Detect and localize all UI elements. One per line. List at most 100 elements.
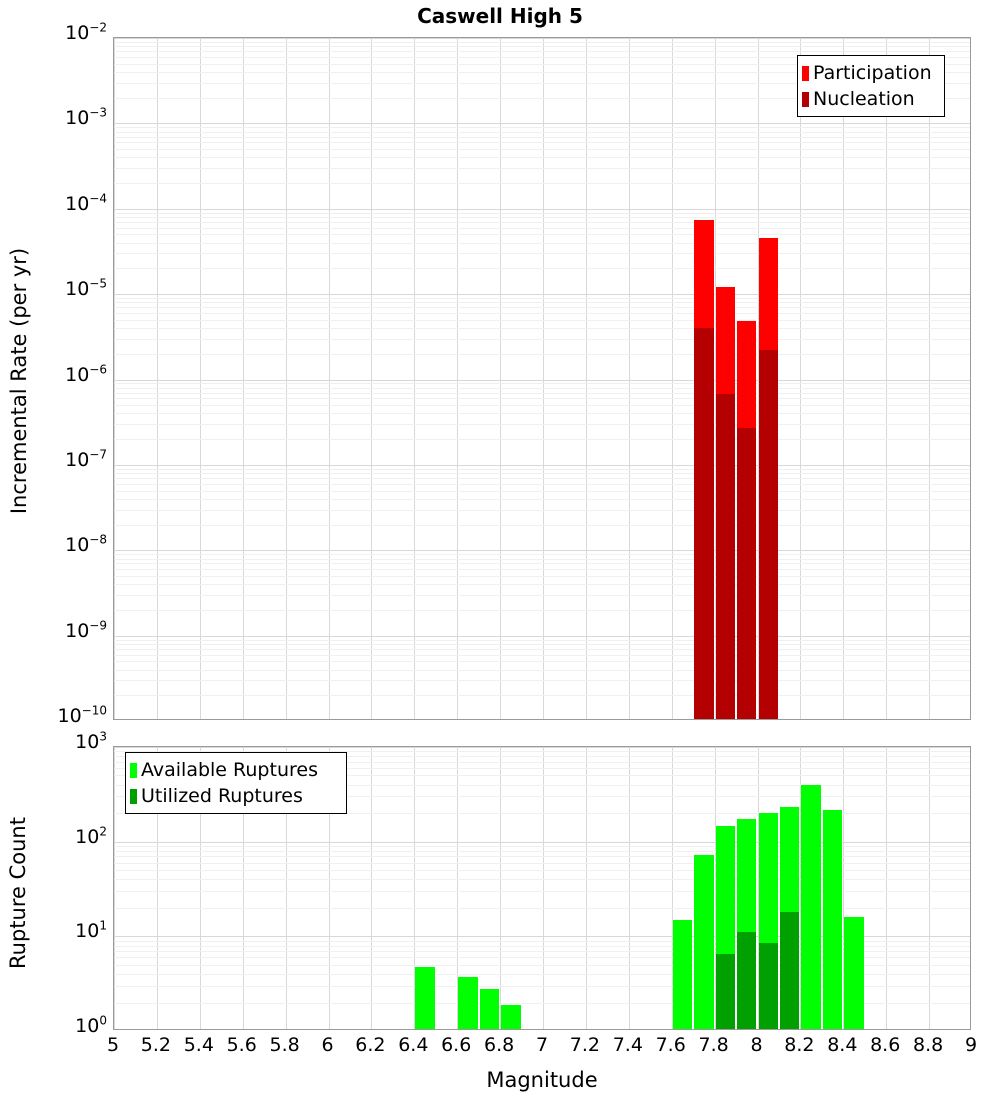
gridline-horizontal-minor — [114, 57, 970, 58]
gridline-horizontal-minor — [114, 559, 970, 560]
gridline-vertical — [715, 38, 716, 719]
gridline-horizontal-minor — [114, 268, 970, 269]
gridline-vertical — [500, 38, 501, 719]
gridline-horizontal-major — [114, 747, 970, 748]
bottom-plot-legend-item[interactable]: Utilized Ruptures — [130, 783, 340, 809]
gridline-horizontal-minor — [114, 610, 970, 611]
gridline-horizontal-minor — [114, 168, 970, 169]
legend-swatch-icon — [130, 762, 137, 778]
top-plot-bars — [114, 38, 970, 719]
gridline-vertical — [157, 38, 158, 719]
gridline-horizontal-major — [114, 550, 970, 551]
gridline-vertical — [286, 747, 287, 1029]
x-axis-tick-label: 7 — [535, 1034, 549, 1056]
gridline-horizontal-minor — [114, 951, 970, 952]
gridline-vertical — [586, 747, 587, 1029]
bar-nucleation — [737, 428, 757, 719]
x-axis-tick-label: 8.8 — [912, 1034, 944, 1056]
gridline-horizontal-minor — [114, 563, 970, 564]
gridline-horizontal-minor — [114, 670, 970, 671]
gridline-horizontal-minor — [114, 383, 970, 384]
gridline-horizontal-major — [114, 465, 970, 466]
gridline-horizontal-minor — [114, 478, 970, 479]
gridline-horizontal-minor — [114, 328, 970, 329]
gridline-horizontal-minor — [114, 302, 970, 303]
legend-swatch-icon — [130, 788, 137, 804]
gridline-horizontal-minor — [114, 393, 970, 394]
gridline-horizontal-major — [114, 936, 970, 937]
gridline-horizontal-minor — [114, 751, 970, 752]
bottom-plot-legend-item[interactable]: Available Ruptures — [130, 757, 340, 783]
x-axis-tick-label: 8.6 — [870, 1034, 901, 1056]
bottom-plot-bars — [114, 747, 970, 1029]
gridline-vertical — [543, 747, 544, 1029]
gridline-horizontal-minor — [114, 51, 970, 52]
y-axis-tick-label: 103 — [75, 729, 107, 753]
gridline-horizontal-minor — [114, 870, 970, 871]
gridline-horizontal-minor — [114, 72, 970, 73]
gridline-vertical — [457, 747, 458, 1029]
top-plot-legend-item[interactable]: Nucleation — [802, 86, 938, 112]
gridline-vertical — [243, 747, 244, 1029]
gridline-horizontal-minor — [114, 891, 970, 892]
gridline-vertical — [157, 747, 158, 1029]
gridline-horizontal-minor — [114, 42, 970, 43]
x-axis-tick-label: 7.6 — [655, 1034, 686, 1056]
gridline-horizontal-minor — [114, 234, 970, 235]
y-axis-tick-label: 101 — [75, 919, 107, 943]
gridline-horizontal-minor — [114, 1003, 970, 1004]
gridline-horizontal-minor — [114, 354, 970, 355]
x-axis-tick-label: 6.2 — [355, 1034, 386, 1056]
gridline-horizontal-minor — [114, 768, 970, 769]
x-axis-tick-label: 6.4 — [398, 1034, 429, 1056]
gridline-horizontal-minor — [114, 796, 970, 797]
gridline-vertical — [543, 38, 544, 719]
bar-available-ruptures — [501, 1004, 521, 1029]
bar-available-ruptures — [415, 967, 435, 1029]
gridline-horizontal-minor — [114, 253, 970, 254]
gridline-horizontal-minor — [114, 439, 970, 440]
bar-nucleation — [758, 350, 778, 719]
gridline-horizontal-minor — [114, 813, 970, 814]
gridline-vertical — [800, 38, 801, 719]
gridline-horizontal-minor — [114, 554, 970, 555]
bar-available-ruptures — [801, 784, 821, 1029]
gridline-vertical — [200, 38, 201, 719]
gridline-horizontal-minor — [114, 157, 970, 158]
gridline-vertical — [114, 747, 115, 1029]
gridline-horizontal-minor — [114, 413, 970, 414]
gridline-horizontal-minor — [114, 661, 970, 662]
gridline-horizontal-minor — [114, 941, 970, 942]
gridline-horizontal-minor — [114, 856, 970, 857]
top-plot-legend-item[interactable]: Participation — [802, 60, 938, 86]
bar-utilized-ruptures — [779, 912, 800, 1029]
bar-available-ruptures — [479, 988, 500, 1029]
bottom-plot-y-axis-label: Rupture Count — [6, 817, 30, 969]
x-axis-tick-label: 5 — [106, 1034, 120, 1056]
gridline-horizontal-minor — [114, 965, 970, 966]
legend-swatch-icon — [802, 91, 809, 107]
gridline-vertical — [672, 747, 673, 1029]
x-axis-tick-label: 5.2 — [140, 1034, 171, 1056]
gridline-vertical — [329, 747, 330, 1029]
bar-utilized-ruptures — [715, 954, 736, 1029]
x-axis-tick-label: 6 — [321, 1034, 334, 1056]
gridline-horizontal-minor — [114, 510, 970, 511]
gridline-horizontal-minor — [114, 83, 970, 84]
gridline-vertical — [414, 747, 415, 1029]
gridline-vertical — [286, 38, 287, 719]
y-axis-tick-label: 10−3 — [65, 106, 107, 130]
bar-available-ruptures — [672, 919, 693, 1029]
bar-nucleation — [715, 393, 736, 719]
legend-label: Nucleation — [813, 87, 915, 110]
gridline-horizontal-minor — [114, 569, 970, 570]
gridline-vertical — [672, 38, 673, 719]
bar-available-ruptures — [458, 977, 478, 1029]
gridline-horizontal-minor — [114, 222, 970, 223]
bar-available-ruptures — [694, 854, 714, 1029]
gridline-horizontal-minor — [114, 398, 970, 399]
gridline-horizontal-minor — [114, 846, 970, 847]
gridline-horizontal-minor — [114, 298, 970, 299]
gridline-vertical — [629, 38, 630, 719]
